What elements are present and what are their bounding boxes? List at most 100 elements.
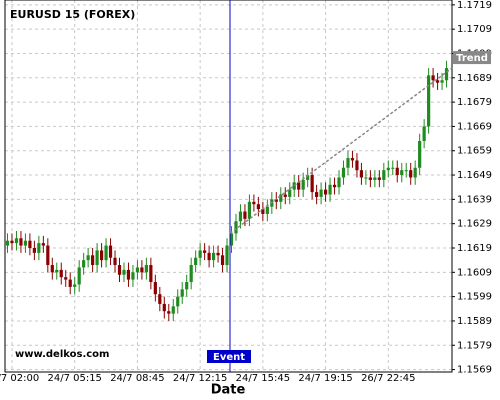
candle-body xyxy=(162,303,166,312)
candle-body xyxy=(131,272,135,280)
plot-frame xyxy=(4,0,453,373)
x-tick-label: 24/7 19:15 xyxy=(298,373,352,384)
candle-body xyxy=(377,177,381,180)
candle-body xyxy=(149,265,153,283)
candle-body xyxy=(238,211,243,222)
candle-body xyxy=(95,250,99,266)
y-tick-label: 1.1569 xyxy=(457,365,492,376)
candle-body xyxy=(10,240,14,244)
watermark: www.delkos.com xyxy=(15,349,109,360)
x-tick-label: 24/7 15:45 xyxy=(236,373,290,384)
candle-body xyxy=(77,267,81,285)
candle-body xyxy=(310,175,314,193)
candle-body xyxy=(229,233,234,246)
candle-body xyxy=(220,255,225,266)
candle-body xyxy=(167,311,171,314)
candle-body xyxy=(126,269,131,280)
candle-body xyxy=(91,255,95,266)
candle-body xyxy=(256,204,260,210)
candle-body xyxy=(140,267,144,273)
candle-body xyxy=(404,170,408,172)
candle-body xyxy=(315,192,319,197)
candle-body xyxy=(386,167,390,171)
candle-body xyxy=(19,238,23,246)
y-tick-label: 1.1719 xyxy=(457,0,492,11)
candle-body xyxy=(301,179,305,190)
candle-body xyxy=(144,265,148,273)
y-tick-label: 1.1709 xyxy=(457,24,492,35)
y-tick-label: 1.1619 xyxy=(457,243,492,254)
candle-body xyxy=(104,245,108,261)
candle-body xyxy=(355,160,359,171)
candle-body xyxy=(243,211,247,219)
event-label: Event xyxy=(213,352,245,363)
candle-body xyxy=(409,170,413,178)
candle-body xyxy=(203,250,207,253)
candle-body xyxy=(185,282,189,290)
candle-body xyxy=(82,260,86,268)
x-tick-label: 24/7 02:00 xyxy=(0,373,39,384)
candle-body xyxy=(306,175,310,180)
candle-body xyxy=(59,269,63,278)
y-tick-label: 1.1649 xyxy=(457,170,492,181)
x-axis-label: Date xyxy=(211,383,246,398)
candle-body xyxy=(328,184,332,195)
candle-body xyxy=(216,252,220,256)
candle-body xyxy=(323,189,328,195)
candle-body xyxy=(444,68,449,81)
candle-body xyxy=(86,255,90,261)
event-box xyxy=(207,350,251,363)
candle-body xyxy=(194,257,198,266)
y-tick-label: 1.1659 xyxy=(457,146,492,157)
y-tick-label: 1.1609 xyxy=(457,267,492,278)
candle-body xyxy=(341,167,346,178)
candle-body xyxy=(180,289,184,297)
candle-body xyxy=(234,221,238,234)
candle-body xyxy=(99,250,104,261)
candle-body xyxy=(189,265,193,283)
candle-body xyxy=(435,80,440,83)
trend-line xyxy=(229,67,453,235)
candle-body xyxy=(283,194,287,197)
candle-body xyxy=(198,250,202,258)
candle-body xyxy=(68,279,72,287)
y-tick-label: 1.1679 xyxy=(457,97,492,108)
candle-body xyxy=(292,182,296,190)
candle-body xyxy=(418,141,422,168)
candle-body xyxy=(247,201,252,219)
candle-body xyxy=(158,294,162,304)
candle-body xyxy=(350,158,355,161)
y-tick-label: 1.1689 xyxy=(457,73,492,84)
y-tick-label: 1.1579 xyxy=(457,340,492,351)
candle-body xyxy=(297,182,301,190)
candle-body xyxy=(23,240,28,246)
candle-body xyxy=(28,240,32,248)
candle-body xyxy=(319,189,323,197)
candle-body xyxy=(46,245,50,266)
candle-body xyxy=(391,167,395,169)
candle-body xyxy=(207,252,211,261)
candle-body xyxy=(382,170,386,180)
candle-body xyxy=(176,296,180,307)
candle-body xyxy=(261,209,265,214)
candle-body xyxy=(37,243,41,253)
candle-body xyxy=(117,265,122,275)
candle-body xyxy=(413,167,417,178)
candle-body xyxy=(368,177,372,180)
candle-body xyxy=(64,277,68,280)
trend-box xyxy=(453,51,491,65)
candle-body xyxy=(427,75,431,127)
candles xyxy=(5,60,449,321)
candle-body xyxy=(337,177,341,188)
candle-body xyxy=(265,206,269,214)
candle-body xyxy=(346,158,350,168)
y-tick-label: 1.1589 xyxy=(457,316,492,327)
candle-body xyxy=(5,240,10,246)
y-tick-label: 1.1599 xyxy=(457,292,492,303)
candle-body xyxy=(279,194,283,202)
candle-body xyxy=(359,170,364,178)
candle-body xyxy=(274,199,278,202)
candle-body xyxy=(395,167,399,176)
